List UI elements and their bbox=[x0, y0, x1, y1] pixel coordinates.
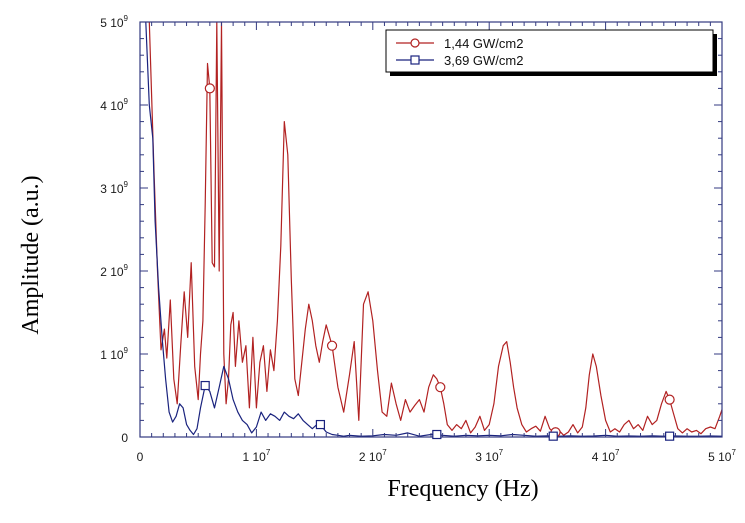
x-tick-label: 3 107 bbox=[475, 448, 503, 464]
legend-marker-2 bbox=[410, 55, 420, 65]
series-marker-1 bbox=[204, 83, 215, 94]
y-tick-label-exponent: 9 bbox=[124, 263, 129, 272]
x-tick-label: 5 107 bbox=[708, 448, 736, 464]
series-marker-2 bbox=[665, 431, 675, 441]
y-tick-label: 1 109 bbox=[100, 346, 128, 362]
tick-layer: 0 1 107 2 107 3 107 4 107 5 107 0 1 109 2 109 3 1… bbox=[100, 14, 736, 464]
y-tick-label-exponent: 9 bbox=[124, 14, 129, 23]
x-tick-label-exponent: 7 bbox=[499, 448, 504, 457]
y-tick-label-exponent: 9 bbox=[124, 97, 129, 106]
legend: 1,44 GW/cm2 3,69 GW/cm2 bbox=[385, 29, 717, 76]
x-tick-label: 0 bbox=[137, 450, 144, 464]
y-tick-label-exponent: 9 bbox=[124, 346, 129, 355]
series-marker-1 bbox=[664, 394, 675, 405]
series-marker-2 bbox=[200, 380, 210, 391]
y-axis-title: Amplitude (a.u.) bbox=[18, 175, 44, 334]
x-tick-label: 2 107 bbox=[359, 448, 387, 464]
x-tick-label: 4 107 bbox=[592, 448, 620, 464]
y-tick-label: 2 109 bbox=[100, 263, 128, 279]
y-tick-label: 3 109 bbox=[100, 180, 128, 196]
series-marker-2 bbox=[432, 429, 442, 440]
series-marker-1 bbox=[435, 382, 446, 393]
x-tick-label-exponent: 7 bbox=[731, 448, 736, 457]
y-tick-label: 5 109 bbox=[100, 14, 128, 30]
x-axis-title: Frequency (Hz) bbox=[387, 476, 538, 502]
x-tick-label-exponent: 7 bbox=[382, 448, 387, 457]
legend-label-2: 3,69 GW/cm2 bbox=[444, 53, 523, 68]
series-marker-2 bbox=[548, 431, 558, 441]
series-marker-1 bbox=[326, 340, 338, 351]
y-tick-label-exponent: 9 bbox=[124, 180, 129, 189]
series-marker-2 bbox=[315, 419, 326, 430]
x-tick-label-exponent: 7 bbox=[615, 448, 620, 457]
series-line-1 bbox=[148, 22, 722, 436]
x-tick-label: 1 107 bbox=[242, 448, 270, 464]
y-tick-label: 4 109 bbox=[100, 97, 128, 113]
marker-layer bbox=[200, 83, 675, 441]
legend-label-1: 1,44 GW/cm2 bbox=[444, 36, 523, 51]
y-tick-label: 0 bbox=[121, 431, 128, 445]
legend-box bbox=[385, 29, 714, 73]
x-tick-label-exponent: 7 bbox=[266, 448, 271, 457]
legend-marker-1 bbox=[410, 38, 420, 48]
